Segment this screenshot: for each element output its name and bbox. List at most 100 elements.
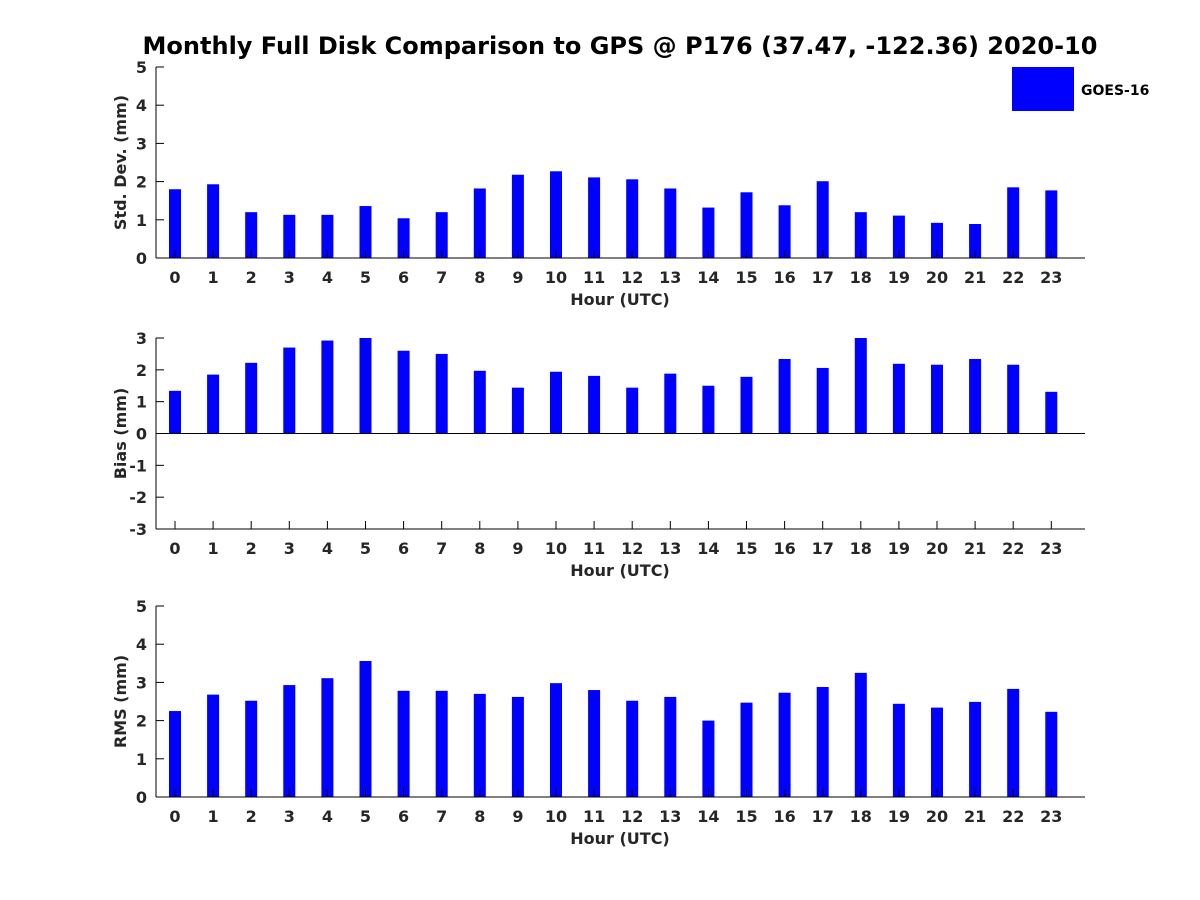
rms-bar-19	[892, 703, 905, 797]
rms-x-tick-label: 21	[964, 807, 986, 826]
rms-y-tick-label: 1	[136, 750, 147, 769]
rms-bar-11	[588, 690, 601, 797]
bias-y-tick-label: 3	[136, 329, 147, 348]
std-dev-bar-12	[626, 179, 639, 258]
rms-bar-21	[969, 701, 982, 797]
std-dev-y-tick-label: 0	[136, 249, 147, 268]
std-dev-x-tick-label: 11	[583, 268, 605, 287]
std-dev-bar-3	[283, 214, 296, 258]
std-dev-x-tick-label: 4	[322, 268, 333, 287]
bias-y-tick-label: -1	[129, 456, 147, 475]
bias-bar-2	[245, 362, 258, 434]
std-dev-bar-11	[588, 177, 601, 258]
bias-bar-19	[892, 363, 905, 434]
rms-bar-6	[397, 690, 410, 797]
rms-y-tick-label: 3	[136, 673, 147, 692]
std-dev-x-tick-label: 19	[888, 268, 910, 287]
rms-bar-3	[283, 685, 296, 797]
std-dev-x-axis-label: Hour (UTC)	[570, 290, 670, 309]
rms-x-tick-label: 9	[512, 807, 523, 826]
rms-x-tick-label: 5	[360, 807, 371, 826]
rms-bar-17	[816, 686, 829, 797]
rms-bar-13	[664, 696, 677, 797]
rms-bar-23	[1045, 711, 1058, 797]
bias-bar-4	[321, 340, 334, 434]
bias-bar-16	[778, 359, 791, 434]
std-dev-bar-15	[740, 192, 753, 258]
rms-bar-2	[245, 700, 258, 797]
rms-x-tick-label: 12	[621, 807, 643, 826]
std-dev-bar-18	[854, 212, 867, 258]
bias-bar-0	[169, 390, 181, 434]
bias-bar-14	[702, 385, 715, 434]
rms-x-tick-label: 20	[926, 807, 948, 826]
rms-bar-4	[321, 678, 334, 797]
rms-bar-20	[931, 707, 943, 797]
rms-bar-14	[702, 720, 715, 797]
bias-x-tick-label: 23	[1040, 539, 1062, 558]
rms-y-tick-label: 5	[136, 597, 147, 616]
bias-x-tick-label: 0	[169, 539, 180, 558]
bias-bar-23	[1045, 391, 1058, 434]
rms-x-tick-label: 18	[850, 807, 872, 826]
rms-x-tick-label: 11	[583, 807, 605, 826]
std-dev-bar-4	[321, 214, 334, 258]
std-dev-x-tick-label: 21	[964, 268, 986, 287]
rms-bar-0	[169, 711, 181, 797]
bias-x-tick-label: 14	[697, 539, 719, 558]
bias-x-tick-label: 12	[621, 539, 643, 558]
bias-bar-5	[359, 338, 372, 434]
rms-bar-1	[207, 694, 220, 797]
bias-y-tick-label: 1	[136, 393, 147, 412]
std-dev-y-tick-label: 5	[136, 58, 147, 77]
bias-x-tick-label: 15	[735, 539, 757, 558]
bias-bar-3	[283, 347, 296, 434]
rms-x-tick-label: 15	[735, 807, 757, 826]
std-dev-x-tick-label: 9	[512, 268, 523, 287]
bias-bar-12	[626, 387, 639, 434]
bias-x-tick-label: 22	[1002, 539, 1024, 558]
bias-y-tick-label: -3	[129, 520, 147, 539]
rms-bar-16	[778, 692, 791, 797]
rms-x-tick-label: 6	[398, 807, 409, 826]
std-dev-x-tick-label: 5	[360, 268, 371, 287]
bias-x-tick-label: 9	[512, 539, 523, 558]
std-dev-bar-10	[550, 171, 562, 258]
std-dev-y-tick-label: 4	[136, 96, 147, 115]
std-dev-x-tick-label: 12	[621, 268, 643, 287]
std-dev-bar-22	[1007, 187, 1020, 258]
std-dev-y-tick-label: 3	[136, 134, 147, 153]
std-dev-bar-5	[359, 206, 372, 258]
std-dev-bar-9	[511, 174, 524, 258]
rms-x-tick-label: 13	[659, 807, 681, 826]
std-dev-x-tick-label: 14	[697, 268, 719, 287]
std-dev-x-tick-label: 22	[1002, 268, 1024, 287]
rms-bar-18	[854, 672, 867, 797]
bias-bar-1	[207, 374, 220, 434]
std-dev-x-tick-label: 15	[735, 268, 757, 287]
std-dev-bar-21	[969, 224, 982, 258]
rms-x-tick-label: 16	[773, 807, 795, 826]
std-dev-x-tick-label: 17	[812, 268, 834, 287]
bias-bar-7	[435, 353, 448, 434]
bias-x-tick-label: 18	[850, 539, 872, 558]
std-dev-bar-7	[435, 212, 448, 258]
legend-label: GOES-16	[1081, 83, 1149, 99]
std-dev-bar-13	[664, 188, 677, 258]
rms-y-tick-label: 2	[136, 712, 147, 731]
rms-x-tick-label: 1	[208, 807, 219, 826]
bias-x-tick-label: 6	[398, 539, 409, 558]
rms-x-tick-label: 7	[436, 807, 447, 826]
rms-bar-8	[473, 693, 486, 797]
std-dev-x-tick-label: 8	[474, 268, 485, 287]
bias-bar-21	[969, 359, 982, 434]
std-dev-x-tick-label: 7	[436, 268, 447, 287]
std-dev-bar-8	[473, 188, 486, 258]
bias-bar-17	[816, 367, 829, 434]
rms-bar-22	[1007, 688, 1020, 797]
bias-bar-18	[854, 338, 867, 434]
bias-x-tick-label: 1	[208, 539, 219, 558]
